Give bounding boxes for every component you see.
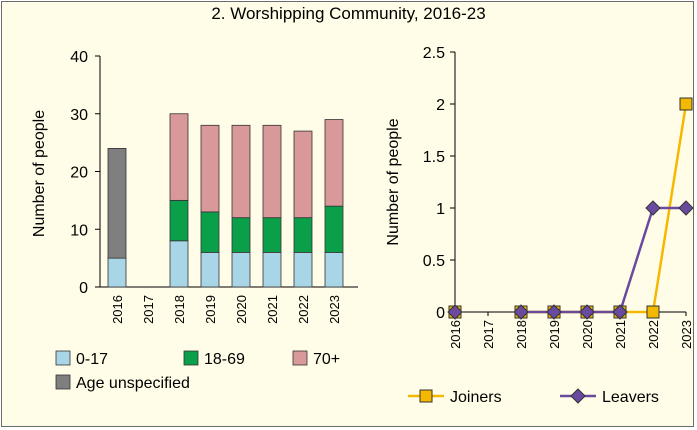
bar-segment — [262, 217, 282, 253]
data-point — [579, 304, 595, 320]
x-tick-label: 2023 — [679, 320, 694, 349]
data-point — [447, 304, 463, 320]
bar-segment — [169, 240, 189, 288]
legend-swatch — [183, 350, 199, 366]
x-tick-label: 2020 — [234, 295, 249, 324]
bar-segment — [107, 147, 127, 259]
data-point — [679, 97, 693, 111]
y-tick-label: 2 — [436, 97, 445, 114]
x-tick-label: 2019 — [547, 320, 562, 349]
bar-segment — [293, 251, 313, 288]
x-tick-label: 2016 — [110, 295, 125, 324]
x-tick-label: 2021 — [613, 320, 628, 349]
y-tick-label: 2.5 — [423, 45, 445, 62]
legend-label: Age unspecified — [76, 375, 190, 392]
bar-segment — [324, 119, 344, 207]
data-point — [678, 200, 694, 216]
bar-segment — [200, 251, 220, 288]
y-tick-label: 10 — [70, 222, 88, 239]
legend-label: 70+ — [313, 351, 340, 368]
y-tick-label: 0.5 — [423, 253, 445, 270]
data-point — [612, 304, 628, 320]
chart-title: 2. Worshipping Community, 2016-23 — [211, 4, 486, 23]
x-tick-label: 2020 — [580, 320, 595, 349]
bar-segment — [262, 251, 282, 288]
x-tick-label: 2023 — [327, 295, 342, 324]
y-axis-label: Number of people — [385, 118, 402, 245]
data-point — [645, 200, 661, 216]
bar-segment — [200, 124, 220, 213]
bar-segment — [293, 130, 313, 219]
bar-segment — [324, 205, 344, 253]
x-tick-label: 2018 — [514, 320, 529, 349]
legend-label: Joiners — [450, 389, 502, 406]
legend-marker — [419, 389, 433, 403]
legend-label: 18-69 — [204, 351, 245, 368]
y-axis-label: Number of people — [31, 110, 48, 237]
data-point — [546, 304, 562, 320]
bar-segment — [231, 217, 251, 253]
x-tick-label: 2022 — [646, 320, 661, 349]
y-tick-label: 1 — [436, 201, 445, 218]
y-tick-label: 0 — [79, 280, 88, 297]
legend-swatch — [55, 374, 71, 390]
y-tick-label: 30 — [70, 107, 88, 124]
bar-segment — [169, 113, 189, 201]
legend-label: Leavers — [602, 389, 659, 406]
y-tick-label: 40 — [70, 49, 88, 66]
x-tick-label: 2021 — [265, 295, 280, 324]
data-point — [646, 305, 660, 319]
y-tick-label: 0 — [436, 305, 445, 322]
x-tick-label: 2022 — [296, 295, 311, 324]
bar-segment — [324, 251, 344, 288]
bar-segment — [169, 199, 189, 242]
bar-segment — [262, 124, 282, 219]
x-tick-label: 2017 — [481, 320, 496, 349]
x-tick-label: 2018 — [172, 295, 187, 324]
legend-swatch — [292, 350, 308, 366]
y-tick-label: 1.5 — [423, 149, 445, 166]
bar-segment — [231, 124, 251, 219]
bar-segment — [107, 257, 127, 288]
bar-segment — [293, 217, 313, 253]
x-tick-label: 2016 — [448, 320, 463, 349]
legend-label: 0-17 — [76, 351, 108, 368]
bar-segment — [200, 211, 220, 253]
y-tick-label: 20 — [70, 165, 88, 182]
legend-swatch — [55, 350, 71, 366]
x-tick-label: 2017 — [141, 295, 156, 324]
x-tick-label: 2019 — [203, 295, 218, 324]
legend-marker — [570, 388, 586, 404]
data-point — [513, 304, 529, 320]
bar-segment — [231, 251, 251, 288]
